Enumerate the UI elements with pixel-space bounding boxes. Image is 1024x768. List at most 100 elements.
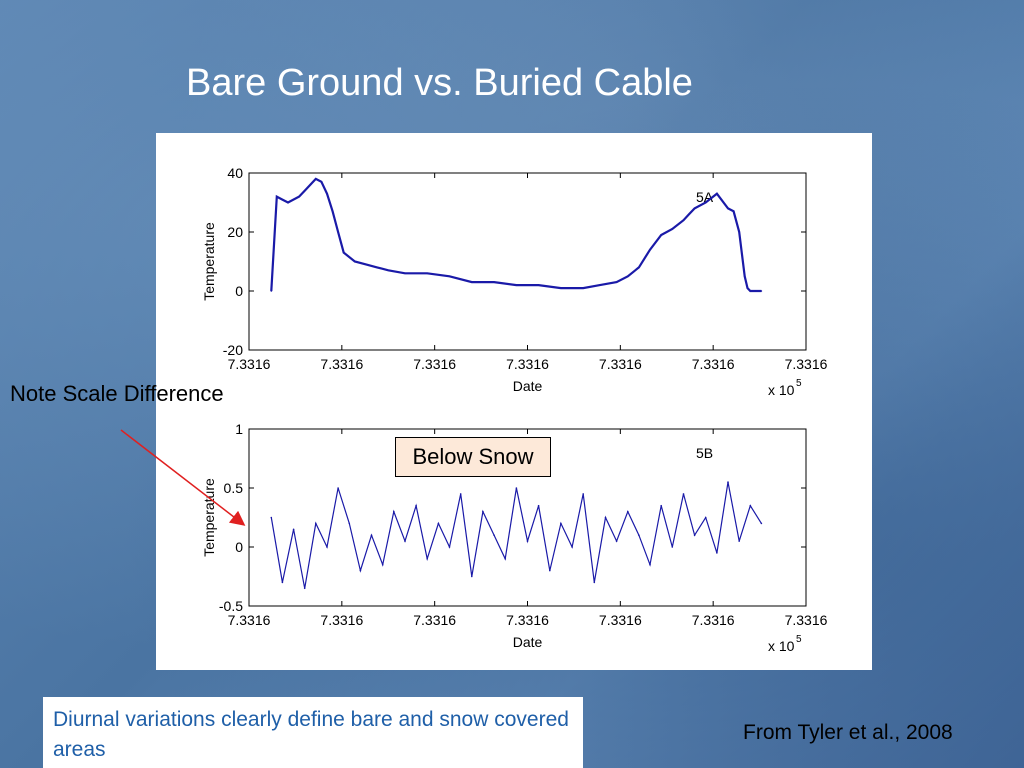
data-point-5B	[504, 558, 507, 560]
figure-panel: -20 0 20 40 7.3316 7.3316 7.3316 7.3316 7.3316 7.…	[156, 133, 872, 670]
data-point-5A	[387, 269, 390, 272]
data-point-5B	[760, 522, 763, 525]
data-point-5A	[493, 281, 495, 283]
data-point-5A	[337, 231, 339, 233]
slide-title: Bare Ground vs. Buried Cable	[186, 62, 693, 104]
x-tick-label: 7.3316	[413, 356, 456, 372]
data-point-5B	[615, 540, 618, 542]
y-tick-label: 0.5	[224, 480, 244, 496]
data-point-5A	[309, 184, 312, 186]
x-exponent-power: 5	[796, 378, 802, 389]
data-point-5A	[315, 178, 317, 180]
data-point-5A	[582, 287, 584, 289]
data-point-5A	[693, 207, 696, 210]
y-tick-label: 0	[235, 283, 243, 299]
data-point-5A	[515, 284, 518, 286]
data-point-5A	[732, 210, 735, 213]
data-point-5A	[326, 192, 328, 195]
data-point-5A	[560, 287, 562, 289]
y-axis-label: Temperature	[201, 222, 217, 301]
data-point-5B	[315, 522, 317, 525]
data-point-5B	[370, 534, 373, 536]
data-point-5B	[292, 528, 295, 531]
data-point-5A	[404, 272, 406, 275]
data-point-5B	[437, 522, 440, 525]
x-tick-label: 7.3316	[413, 612, 456, 628]
data-point-5B	[448, 546, 451, 548]
data-point-5B	[459, 493, 462, 495]
series-line-5A	[270, 177, 762, 293]
data-point-5A	[682, 219, 685, 221]
data-point-5A	[671, 228, 674, 230]
data-point-5A	[320, 181, 323, 183]
y-tick-label: -0.5	[219, 598, 243, 614]
x-tick-label: 7.3316	[228, 612, 271, 628]
x-tick-label: 7.3316	[785, 356, 828, 372]
data-point-5B	[638, 534, 640, 536]
data-point-5B	[649, 563, 651, 566]
data-point-5B	[593, 581, 596, 584]
data-point-5A	[627, 275, 629, 278]
data-point-5A	[638, 266, 640, 269]
x-tick-label: 7.3316	[599, 612, 642, 628]
data-point-5B	[303, 587, 306, 590]
y-axis-label: Temperature	[201, 478, 217, 557]
data-point-5B	[604, 516, 607, 519]
data-point-5B	[281, 581, 284, 584]
x-tick-label: 7.3316	[692, 356, 735, 372]
data-point-5B	[393, 510, 395, 513]
data-point-5B	[693, 534, 696, 536]
data-point-5A	[448, 275, 451, 278]
data-point-5A	[276, 195, 278, 198]
x-tick-label: 7.3316	[785, 612, 828, 628]
x-tick-label: 7.3316	[320, 356, 363, 372]
data-point-5A	[365, 263, 367, 266]
x-tick-label: 7.3316	[599, 356, 642, 372]
data-point-5B	[348, 522, 351, 525]
below-snow-callout: Below Snow	[395, 437, 551, 477]
data-point-5B	[493, 534, 495, 536]
data-point-5A	[746, 287, 749, 289]
data-point-5B	[359, 569, 362, 572]
data-point-5B	[738, 540, 740, 542]
data-point-5B	[515, 487, 518, 489]
data-point-5A	[303, 189, 306, 192]
data-point-5A	[331, 210, 334, 213]
data-point-5A	[287, 201, 289, 204]
x-axis-label: Date	[513, 634, 543, 650]
x-tick-label: 7.3316	[506, 612, 549, 628]
data-point-5B	[749, 504, 752, 507]
data-point-5A	[743, 275, 746, 278]
data-point-5B	[671, 546, 674, 548]
x-tick-label: 7.3316	[506, 356, 549, 372]
data-point-5B	[549, 569, 551, 572]
data-point-5A	[537, 284, 540, 286]
data-point-5B	[682, 493, 685, 495]
data-point-5B	[482, 510, 484, 513]
data-point-5B	[537, 504, 540, 507]
data-point-5A	[704, 201, 707, 204]
data-point-5B	[627, 510, 629, 513]
data-point-5A	[716, 192, 718, 195]
source-citation: From Tyler et al., 2008	[743, 721, 953, 744]
data-point-5B	[571, 546, 573, 548]
data-point-5B	[426, 558, 429, 560]
data-point-5B	[326, 546, 328, 548]
data-point-5A	[615, 281, 618, 283]
y-tick-label: 0	[235, 539, 243, 555]
data-point-5A	[281, 198, 284, 201]
data-point-5B	[471, 575, 473, 578]
caption-box: Diurnal variations clearly define bare a…	[43, 697, 583, 768]
x-axis-label: Date	[513, 378, 543, 394]
data-point-5B	[270, 516, 273, 519]
data-point-5A	[426, 272, 429, 275]
x-exponent-label: x 10	[768, 638, 795, 654]
series-line-5B	[270, 481, 762, 589]
data-point-5A	[471, 281, 473, 283]
chart-svg: -20 0 20 40 7.3316 7.3316 7.3316 7.3316 7.3316 7.…	[201, 165, 828, 654]
data-point-5B	[404, 540, 406, 542]
data-point-5B	[582, 493, 584, 495]
data-point-5A	[376, 266, 378, 269]
data-point-5B	[381, 563, 384, 566]
data-point-5A	[755, 290, 757, 292]
